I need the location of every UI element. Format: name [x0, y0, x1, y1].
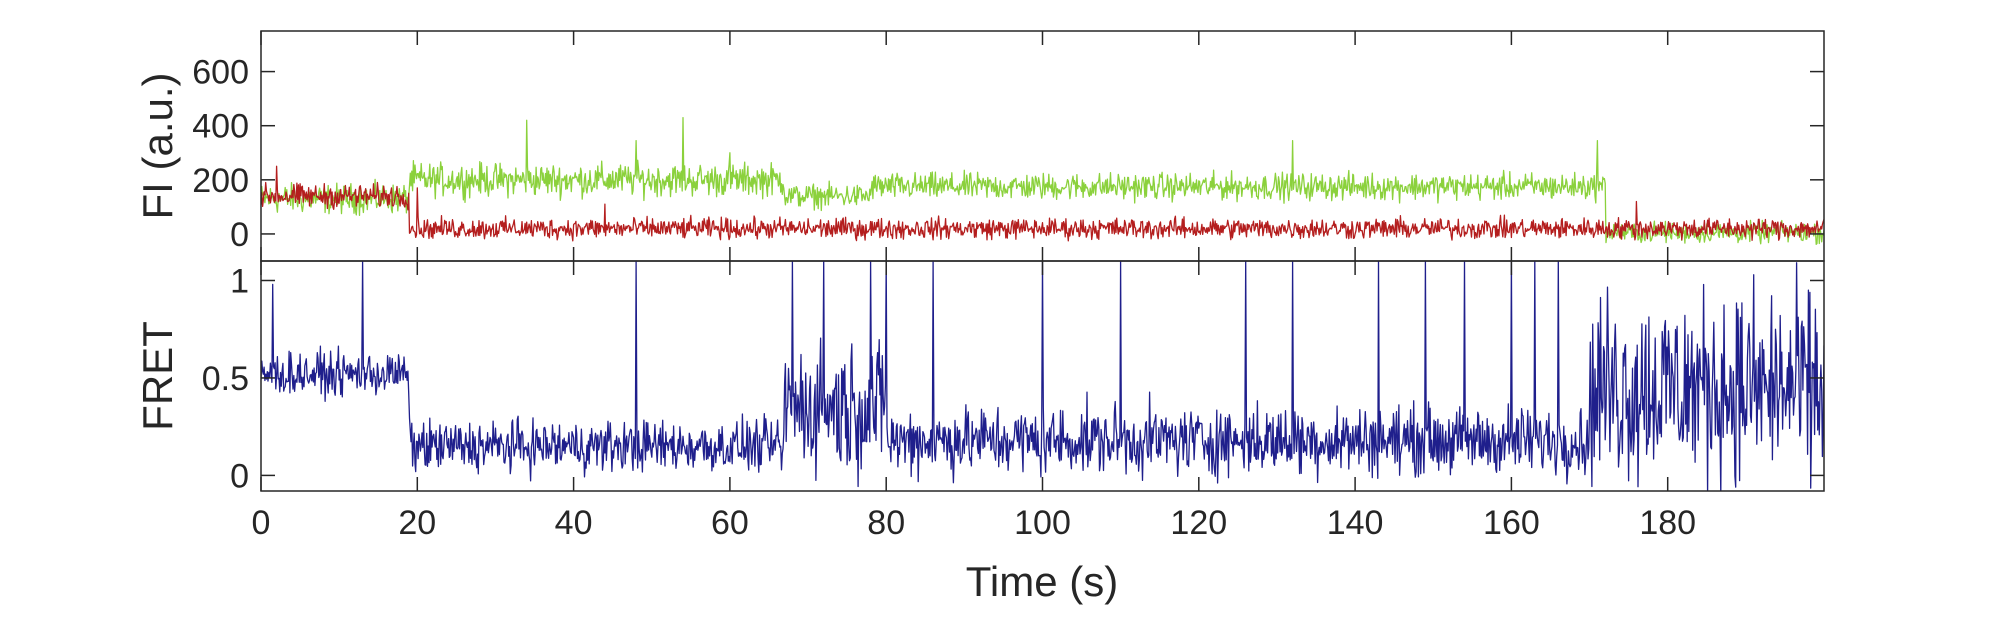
- fret-y-tick-label: 1: [230, 262, 249, 300]
- fluorescence-y-tick-label: 400: [192, 108, 249, 146]
- fluorescence-panel: 0 200 400 600 FI (a.u.): [134, 30, 1825, 262]
- time-x-ticks: 0 20 40 60 80 100 120 140 160 180: [252, 261, 1696, 542]
- time-x-axis-label: Time (s): [966, 558, 1118, 605]
- time-x-tick-label: 60: [711, 504, 749, 542]
- fluorescence-traces: [261, 116, 1824, 245]
- fret-panel: 00.51 0 20 40 60 80 100 120 140 160 180 FRET Time…: [134, 260, 1825, 605]
- fluorescence-series-0: [261, 116, 1824, 245]
- time-x-tick-label: 100: [1014, 504, 1071, 542]
- fluorescence-y-axis-label: FI (a.u.): [134, 72, 181, 219]
- time-x-tick-label: 0: [252, 504, 271, 542]
- time-x-tick-label: 80: [867, 504, 905, 542]
- fret-axes-frame: [260, 260, 1825, 492]
- fluorescence-y-tick-label: 200: [192, 162, 249, 200]
- time-x-tick-label: 160: [1483, 504, 1540, 542]
- fret-y-ticks: 00.51: [202, 262, 1824, 495]
- fret-y-axis-label: FRET: [134, 321, 181, 431]
- fret-y-tick-label: 0: [230, 457, 249, 495]
- time-x-tick-label: 20: [398, 504, 436, 542]
- time-x-tick-label: 120: [1170, 504, 1227, 542]
- time-x-tick-label: 140: [1327, 504, 1384, 542]
- fluorescence-series-1: [261, 165, 1824, 242]
- fluorescence-y-tick-label: 600: [192, 54, 249, 92]
- fluorescence-y-ticks: 0 200 400 600: [192, 31, 1824, 261]
- fret-y-tick-label: 0.5: [202, 360, 249, 398]
- fluorescence-y-tick-label: 0: [230, 216, 249, 254]
- time-x-tick-label: 180: [1639, 504, 1696, 542]
- time-x-tick-label: 40: [555, 504, 593, 542]
- fret-series-0: [261, 261, 1824, 491]
- fret-trace: [261, 261, 1824, 491]
